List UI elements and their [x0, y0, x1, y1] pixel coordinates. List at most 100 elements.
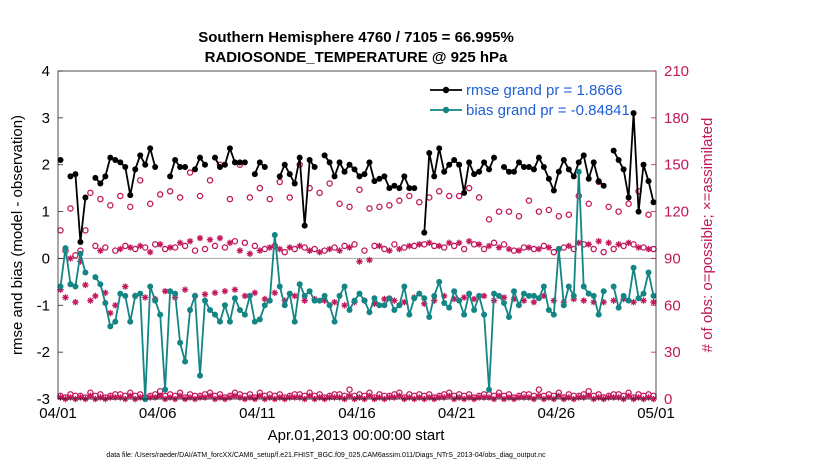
obs-possible-marker: [196, 192, 204, 200]
bias-point: [132, 292, 139, 299]
obs-assimilated-marker: [366, 256, 373, 264]
bias-point: [555, 246, 562, 253]
bias-point: [446, 304, 453, 311]
obs-assimilated-marker: [625, 392, 632, 400]
obs-possible-marker: [386, 202, 393, 209]
y-axis-label: rmse and bias (model - observation): [9, 115, 26, 355]
obs-possible-marker: [251, 242, 259, 250]
obs-possible-marker: [82, 227, 89, 234]
rmse-point: [491, 154, 498, 161]
obs-assimilated-marker: [236, 247, 244, 254]
obs-possible-marker: [480, 245, 488, 253]
obs-possible-marker: [356, 186, 363, 193]
obs-possible-marker: [391, 241, 398, 248]
obs-possible-marker: [146, 200, 154, 208]
obs-assimilated-marker: [585, 241, 592, 248]
obs-assimilated-marker: [595, 238, 602, 245]
obs-assimilated-marker: [231, 286, 239, 293]
rmse-point: [560, 157, 567, 164]
obs-possible-marker: [72, 252, 79, 259]
obs-assimilated-marker: [396, 245, 403, 253]
bias-point: [127, 318, 134, 325]
obs-possible-marker: [610, 245, 617, 253]
bias-point: [366, 309, 373, 316]
bias-point: [356, 290, 363, 297]
obs-assimilated-marker: [226, 239, 234, 247]
obs-possible-marker: [191, 247, 199, 254]
obs-possible-marker: [156, 191, 164, 198]
bias-point: [530, 292, 537, 299]
bias-point: [540, 283, 547, 290]
obs-assimilated-marker: [336, 394, 343, 401]
obs-assimilated-marker: [306, 392, 313, 400]
bias-point: [570, 292, 577, 299]
rmse-point: [476, 168, 483, 175]
obs-assimilated-marker: [436, 242, 443, 250]
obs-assimilated-marker: [545, 394, 553, 401]
bias-point: [620, 292, 627, 299]
rmse-line: [94, 145, 157, 196]
rmse-point: [530, 166, 537, 173]
legend-rmse-marker: [442, 86, 450, 94]
obs-assimilated-marker: [196, 234, 204, 242]
obs-possible-marker: [201, 245, 209, 253]
bias-point: [321, 292, 328, 299]
obs-possible-marker: [107, 202, 114, 209]
obs-possible-marker: [316, 189, 323, 197]
rmse-point: [515, 159, 522, 166]
rmse-point: [182, 164, 189, 171]
bias-point: [72, 283, 79, 290]
rmse-point: [231, 159, 238, 166]
x-tick-label: 04/26: [538, 405, 576, 422]
bias-point: [336, 292, 343, 299]
obs-assimilated-marker: [286, 244, 293, 251]
obs-assimilated-marker: [630, 298, 637, 306]
rmse-point: [167, 173, 174, 180]
rmse-point: [555, 168, 562, 175]
obs-assimilated-marker: [271, 289, 278, 296]
bias-point: [461, 311, 468, 318]
obs-assimilated-marker: [535, 392, 543, 400]
rmse-point: [585, 175, 592, 182]
bias-point: [501, 299, 508, 306]
rmse-point: [471, 171, 478, 178]
x-tick-label: 04/21: [438, 405, 476, 422]
bias-point: [590, 292, 597, 299]
rmse-point: [236, 159, 243, 166]
rmse-point: [197, 154, 204, 161]
obs-possible-marker: [535, 386, 543, 393]
rmse-point: [436, 145, 443, 152]
bias-point: [600, 288, 607, 295]
rmse-point: [580, 152, 587, 159]
obs-assimilated-marker: [97, 247, 104, 254]
obs-assimilated-marker: [231, 392, 239, 400]
obs-assimilated-marker: [635, 244, 642, 251]
bias-point: [411, 295, 418, 302]
bias-point: [436, 278, 443, 285]
bias-point: [172, 290, 179, 297]
obs-possible-marker: [550, 248, 558, 256]
bias-point: [77, 250, 84, 257]
obs-assimilated-marker: [441, 394, 448, 401]
rmse-point: [107, 154, 114, 161]
obs-assimilated-marker: [406, 242, 413, 250]
obs-possible-marker: [67, 205, 74, 212]
rmse-point: [142, 161, 149, 168]
obs-possible-marker: [256, 184, 264, 192]
rmse-point: [550, 187, 557, 194]
obs-assimilated-marker: [67, 255, 74, 262]
obs-assimilated-marker: [615, 394, 622, 401]
obs-possible-marker: [445, 192, 453, 200]
obs-assimilated-marker: [610, 297, 617, 304]
obs-assimilated-marker: [276, 245, 283, 253]
obs-assimilated-marker: [246, 250, 254, 257]
obs-possible-marker: [495, 208, 503, 215]
obs-assimilated-marker: [166, 394, 174, 401]
obs-assimilated-marker: [221, 288, 229, 295]
y2-axis-label: # of obs: o=possible; ×=assimilated: [699, 118, 716, 353]
obs-possible-marker: [246, 194, 254, 201]
rmse-point: [451, 157, 458, 164]
rmse-point: [535, 154, 542, 161]
rmse-point: [192, 166, 199, 173]
obs-assimilated-marker: [346, 392, 353, 400]
